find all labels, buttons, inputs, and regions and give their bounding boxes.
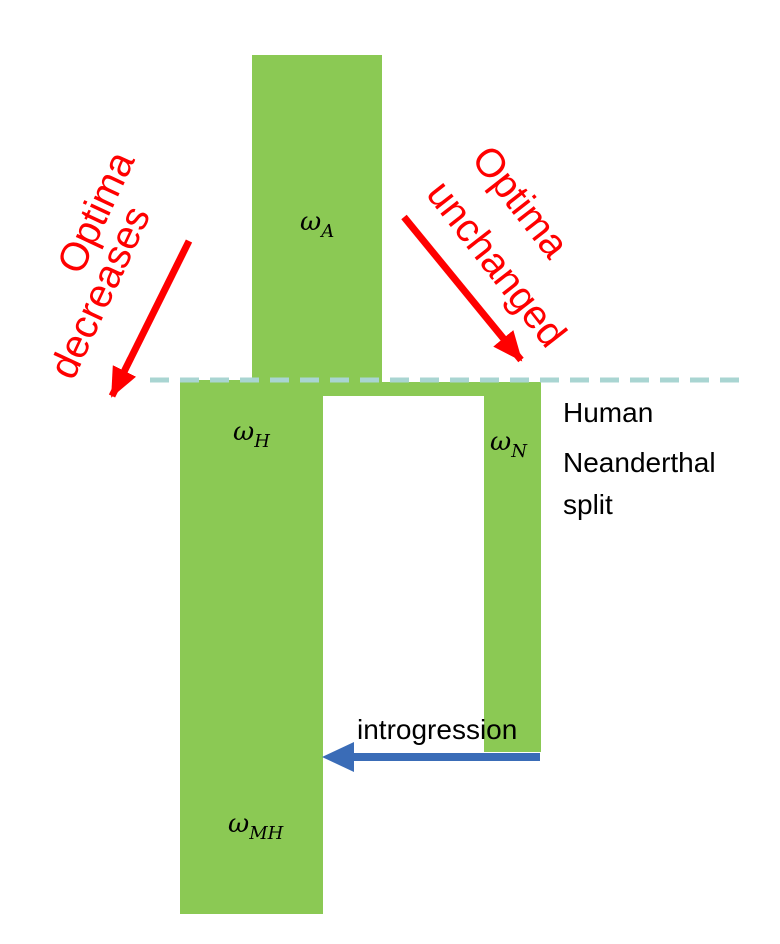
omega-mh-label: ωMH xyxy=(228,809,284,844)
neanderthal-connector-bar xyxy=(323,382,484,396)
introgression-label: introgression xyxy=(357,714,517,745)
ancestral-population-block xyxy=(252,55,382,382)
neanderthal-population-block xyxy=(484,382,541,752)
human-population-block xyxy=(180,380,323,914)
split-label-line3: split xyxy=(563,489,613,520)
split-label-line1: Human xyxy=(563,397,653,428)
omega-n-label: ωN xyxy=(490,427,528,462)
omega-h-label: ωH xyxy=(233,417,270,452)
introgression-arrow-head xyxy=(322,742,354,772)
omega-a-label: ωA xyxy=(300,207,334,242)
left-red-arrow xyxy=(108,239,193,398)
split-label-line2: Neanderthal xyxy=(563,447,716,478)
right-red-arrow xyxy=(401,214,524,363)
